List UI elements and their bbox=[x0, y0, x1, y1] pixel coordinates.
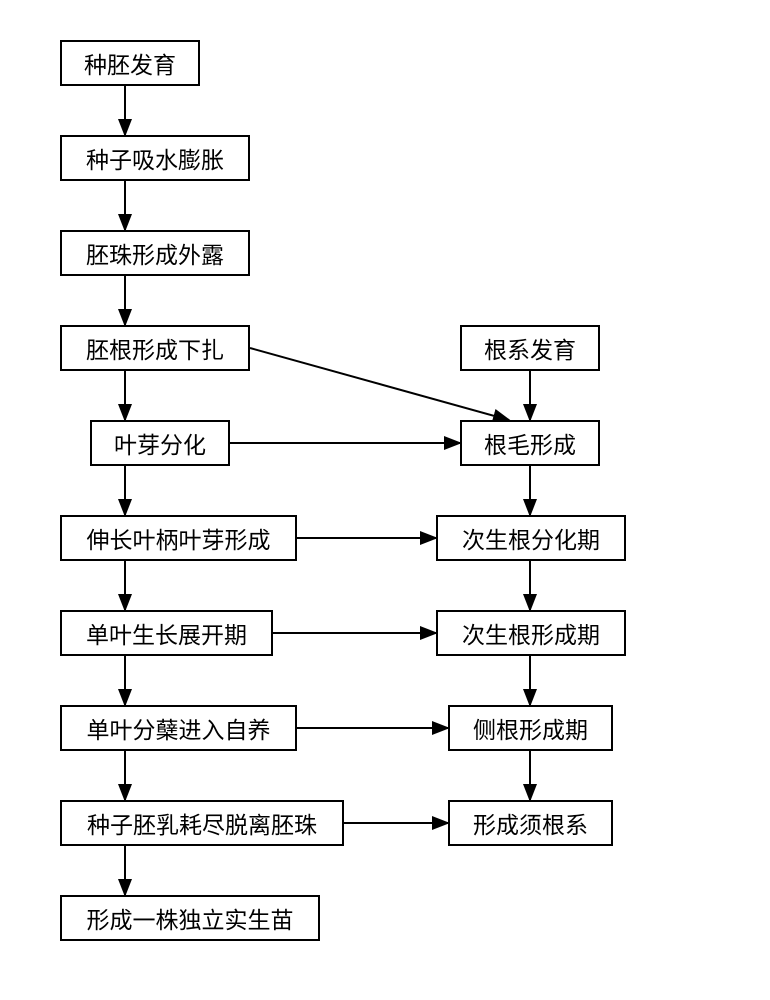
flowchart-node-n5: 叶芽分化 bbox=[90, 420, 230, 466]
node-label: 根系发育 bbox=[484, 331, 576, 365]
node-label: 伸长叶柄叶芽形成 bbox=[87, 521, 271, 555]
flowchart-node-r5: 侧根形成期 bbox=[448, 705, 613, 751]
flowchart-node-r3: 次生根分化期 bbox=[436, 515, 626, 561]
node-label: 次生根形成期 bbox=[462, 616, 600, 650]
flowchart-node-r4: 次生根形成期 bbox=[436, 610, 626, 656]
node-label: 形成一株独立实生苗 bbox=[87, 901, 294, 935]
node-label: 次生根分化期 bbox=[462, 521, 600, 555]
node-label: 侧根形成期 bbox=[473, 711, 588, 745]
node-label: 叶芽分化 bbox=[114, 426, 206, 460]
node-label: 胚根形成下扎 bbox=[86, 331, 224, 365]
flowchart-node-n1: 种胚发育 bbox=[60, 40, 200, 86]
node-label: 根毛形成 bbox=[484, 426, 576, 460]
flowchart-node-r2: 根毛形成 bbox=[460, 420, 600, 466]
node-label: 种胚发育 bbox=[84, 46, 176, 80]
flowchart-node-n7: 单叶生长展开期 bbox=[60, 610, 273, 656]
node-label: 种子吸水膨胀 bbox=[86, 141, 224, 175]
node-label: 单叶生长展开期 bbox=[86, 616, 247, 650]
flowchart-container: 种胚发育种子吸水膨胀胚珠形成外露胚根形成下扎叶芽分化伸长叶柄叶芽形成单叶生长展开… bbox=[0, 0, 770, 1000]
flowchart-node-r6: 形成须根系 bbox=[448, 800, 613, 846]
flowchart-node-n2: 种子吸水膨胀 bbox=[60, 135, 250, 181]
flowchart-node-n3: 胚珠形成外露 bbox=[60, 230, 250, 276]
flowchart-node-n6: 伸长叶柄叶芽形成 bbox=[60, 515, 297, 561]
flowchart-node-n4: 胚根形成下扎 bbox=[60, 325, 250, 371]
flowchart-node-n10: 形成一株独立实生苗 bbox=[60, 895, 320, 941]
node-label: 形成须根系 bbox=[473, 806, 588, 840]
flowchart-node-n8: 单叶分蘖进入自养 bbox=[60, 705, 297, 751]
flowchart-node-n9: 种子胚乳耗尽脱离胚珠 bbox=[60, 800, 344, 846]
node-label: 单叶分蘖进入自养 bbox=[87, 711, 271, 745]
node-label: 胚珠形成外露 bbox=[86, 236, 224, 270]
node-label: 种子胚乳耗尽脱离胚珠 bbox=[87, 806, 317, 840]
flowchart-node-r1: 根系发育 bbox=[460, 325, 600, 371]
